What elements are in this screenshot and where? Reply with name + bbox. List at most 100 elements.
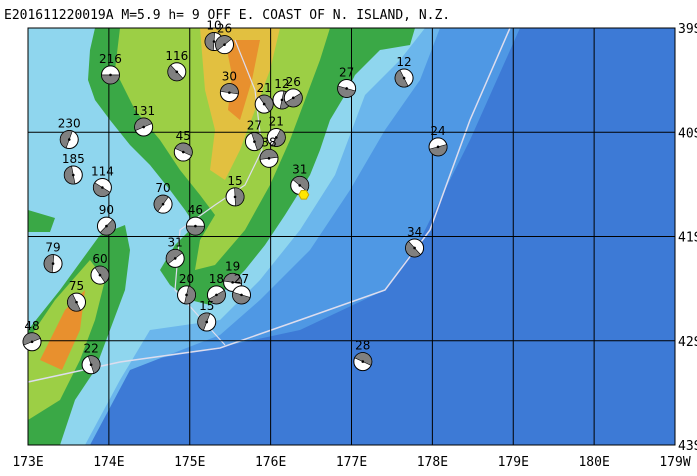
beachball-axis xyxy=(89,363,93,367)
beachball-axis xyxy=(436,145,440,149)
beachball xyxy=(206,285,226,305)
lon-label: 180E xyxy=(578,455,609,470)
beachball-axis xyxy=(185,293,188,297)
beachball-compression xyxy=(354,352,373,366)
depth-label: 10 xyxy=(206,19,221,33)
beachball-compression xyxy=(134,117,153,131)
beachball-compression xyxy=(285,92,303,108)
beachball-compression xyxy=(167,64,184,82)
beachball xyxy=(353,352,373,372)
beachball-axis xyxy=(51,262,55,265)
beachball-axis xyxy=(142,125,145,129)
depth-label: 27 xyxy=(247,119,262,133)
beachball xyxy=(173,142,193,162)
depth-label: 20 xyxy=(179,272,194,286)
beachball-axis xyxy=(101,186,104,189)
lon-label: 179E xyxy=(498,455,529,470)
lat-label: 39S xyxy=(678,22,697,37)
depth-label: 216 xyxy=(99,52,122,66)
depth-label: 90 xyxy=(99,203,114,217)
depth-label: 28 xyxy=(355,339,370,353)
beachball xyxy=(59,130,79,150)
lon-label: 173E xyxy=(12,455,43,470)
beachball-axis xyxy=(194,224,197,228)
beachball xyxy=(43,254,63,274)
lat-label: 40S xyxy=(678,126,697,141)
beachball xyxy=(215,35,235,55)
depth-label: 19 xyxy=(225,259,240,273)
beachball-axis xyxy=(109,73,112,77)
beachball-compression xyxy=(101,74,120,85)
lat-label: 43S xyxy=(678,439,697,454)
beachball xyxy=(22,332,42,352)
beachball xyxy=(153,194,173,214)
depth-label: 12 xyxy=(396,55,411,69)
beachball-axis xyxy=(253,140,256,143)
beachball-compression xyxy=(64,165,76,185)
depth-label: 185 xyxy=(62,152,85,166)
depth-label: 75 xyxy=(69,279,84,293)
beachball-compression xyxy=(94,265,110,283)
beachball xyxy=(337,78,357,98)
beachball-compression xyxy=(251,132,264,151)
depth-label: 34 xyxy=(407,225,422,239)
beachball-axis xyxy=(173,257,177,260)
beachball-compression xyxy=(59,130,73,149)
beachball xyxy=(92,178,112,198)
islet xyxy=(28,210,55,232)
beachball-axis xyxy=(267,157,271,160)
depth-label: 15 xyxy=(227,174,242,188)
beachball xyxy=(177,285,197,305)
beachball-compression xyxy=(394,69,409,88)
map-frame xyxy=(27,27,676,446)
beachball-compression xyxy=(271,129,286,147)
map-title: E201611220019A M=5.9 h= 9 OFF E. COAST O… xyxy=(4,8,450,23)
beachball-axis xyxy=(67,138,71,141)
main-event xyxy=(298,189,310,200)
beachball-axis xyxy=(361,360,365,363)
beachball xyxy=(428,137,448,157)
beachball xyxy=(165,248,185,268)
beachball xyxy=(405,238,425,258)
depth-label: 26 xyxy=(217,22,232,36)
beachball-compression xyxy=(259,149,279,160)
beachball xyxy=(259,148,279,168)
depth-label: 31 xyxy=(292,162,307,176)
beachball xyxy=(283,88,303,108)
beachball-axis xyxy=(240,293,243,297)
depth-label: 27 xyxy=(234,272,249,286)
beachball-axis xyxy=(181,150,185,154)
beachball-axis xyxy=(205,320,209,324)
beachball-compression xyxy=(428,144,448,157)
depth-label: 15 xyxy=(199,299,214,313)
depth-label: 21 xyxy=(269,114,284,128)
beachball xyxy=(134,117,154,137)
beachball-axis xyxy=(274,136,278,139)
beachball-compression xyxy=(204,32,215,51)
depth-label: 38 xyxy=(261,135,276,149)
beachball xyxy=(244,132,264,152)
depth-label: 131 xyxy=(132,104,155,118)
beachball xyxy=(225,187,245,207)
beachball-compression xyxy=(337,85,356,98)
beachball-axis xyxy=(413,246,416,250)
depth-label: 70 xyxy=(155,181,170,195)
beachball-axis xyxy=(291,96,295,100)
depth-label: 45 xyxy=(176,129,191,143)
beachball-compression xyxy=(184,285,196,305)
beachball-axis xyxy=(212,40,216,43)
beachball-axis xyxy=(345,87,348,90)
beachball xyxy=(67,292,87,312)
beachball-axis xyxy=(98,273,102,277)
depth-label: 27 xyxy=(339,65,354,79)
lon-label: 178E xyxy=(417,455,448,470)
beachball xyxy=(219,83,239,103)
depth-label: 48 xyxy=(24,319,39,333)
lon-label: 175E xyxy=(174,455,205,470)
beachball xyxy=(266,127,286,147)
beachball xyxy=(90,265,110,285)
beachball xyxy=(232,285,252,305)
lat-label: 42S xyxy=(678,335,697,350)
